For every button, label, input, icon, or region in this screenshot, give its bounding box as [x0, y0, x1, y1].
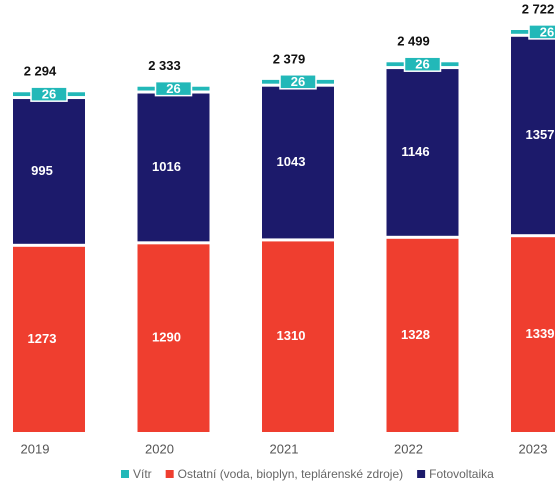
- x-tick-label: 2022: [394, 441, 423, 456]
- legend-swatch: [417, 470, 426, 478]
- value-label: 26: [166, 81, 180, 96]
- total-label: 2 294: [24, 64, 57, 79]
- value-label: 1357: [526, 127, 555, 142]
- x-tick-label: 2021: [270, 441, 299, 456]
- value-label: 26: [540, 24, 554, 39]
- x-tick-label: 2023: [519, 441, 548, 456]
- x-tick-label: 2020: [145, 441, 174, 456]
- legend-swatch: [165, 470, 174, 478]
- value-label: 26: [42, 87, 56, 102]
- bar-segment: [137, 244, 210, 432]
- value-label: 1328: [401, 327, 430, 342]
- value-label: 1016: [152, 159, 181, 174]
- legend-label: Vítr: [133, 467, 152, 481]
- value-label: 1339: [526, 326, 555, 341]
- bar-segment: [511, 36, 555, 235]
- value-label: 1273: [28, 331, 57, 346]
- x-tick-label: 2019: [21, 441, 50, 456]
- total-label: 2 722: [522, 1, 555, 16]
- legend-swatch: [121, 470, 129, 478]
- bar-segment: [13, 246, 85, 432]
- legend-label: Ostatní (voda, bioplyn, teplárenské zdro…: [178, 467, 403, 481]
- value-label-bg: [403, 56, 442, 72]
- bar-segment: [137, 93, 210, 242]
- total-label: 2 333: [148, 58, 181, 73]
- value-label: 26: [291, 74, 305, 89]
- value-label: 1043: [277, 154, 306, 169]
- legend-label: Fotovoltaika: [429, 467, 494, 481]
- bar-segment: [262, 241, 334, 432]
- total-label: 2 499: [397, 34, 430, 49]
- value-label-bg: [528, 24, 555, 40]
- bar-segment: [386, 238, 459, 432]
- value-label: 1290: [152, 330, 181, 345]
- value-label: 1146: [401, 144, 429, 159]
- value-label-bg: [30, 86, 68, 102]
- value-label: 26: [415, 57, 429, 72]
- bar-segment: [511, 237, 555, 432]
- bar-segment: [262, 86, 334, 239]
- value-label-bg: [279, 74, 317, 90]
- value-label: 1310: [277, 328, 306, 343]
- value-label-bg: [154, 80, 193, 97]
- bar-segment: [386, 69, 459, 236]
- total-label: 2 379: [273, 51, 306, 66]
- bar-segment: [13, 99, 85, 244]
- value-label: 995: [31, 163, 53, 178]
